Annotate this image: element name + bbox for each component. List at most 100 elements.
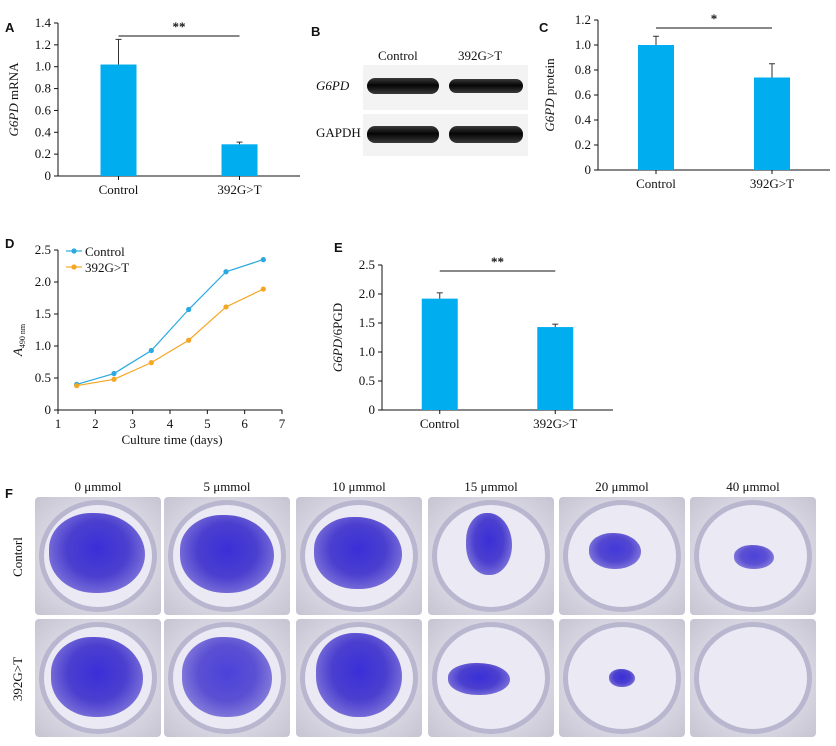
y-tick-label: 1.0 [35, 59, 51, 74]
crystal-violet-stain [51, 637, 143, 717]
x-tick-label: Control [99, 182, 139, 197]
culture-well [296, 497, 422, 615]
chart-e-ratio: 0 0.5 1.0 1.5 2.0 2.5 Control 392G>T ** G6PD/6PGD [330, 254, 613, 431]
x-axis-label: Culture time (days) [121, 432, 222, 447]
data-point [186, 306, 192, 313]
y-tick-label: 0.8 [35, 81, 51, 96]
concentration-label: 10 μmmol [332, 479, 386, 494]
panel-letter-e: E [334, 240, 343, 255]
bar-0 [638, 45, 674, 170]
y-tick-label: 0.8 [575, 62, 591, 77]
y-axis-label: A490 nm [10, 323, 27, 357]
y-axis-label: G6PD mRNA [6, 62, 21, 137]
legend-marker-1 [71, 264, 77, 270]
x-tick-label: 392G>T [217, 182, 261, 197]
y-tick-label: 0.4 [575, 112, 592, 127]
legend-label-0: Control [85, 244, 125, 259]
y-tick-label: 0 [585, 162, 592, 177]
band-gapdh-control [367, 126, 439, 143]
panel-letter-b: B [311, 24, 321, 39]
y-tick-label: 0 [369, 402, 376, 417]
well-rim [694, 622, 812, 734]
data-point [260, 286, 266, 292]
significance-marker: * [711, 11, 718, 26]
y-tick-label: 0.6 [35, 102, 52, 117]
bar-1 [537, 327, 574, 410]
y-tick-label: 0.2 [575, 137, 591, 152]
series-line-1 [76, 288, 264, 387]
panel-letter-d: D [5, 236, 15, 251]
y-axis-label: G6PD protein [542, 58, 557, 132]
band-gapdh-mutant [449, 126, 523, 143]
y-tick-label: 0 [45, 168, 52, 183]
crystal-violet-stain [448, 663, 510, 695]
concentration-label: 0 μmmol [74, 479, 122, 494]
legend-label-1: 392G>T [85, 260, 129, 275]
culture-well [35, 619, 161, 737]
y-tick-label: 0.5 [359, 373, 375, 388]
blot-row-g6pd: G6PD [316, 78, 350, 93]
x-tick-label: 392G>T [533, 416, 577, 431]
x-tick-label: Control [420, 416, 460, 431]
panel-letter-f: F [5, 486, 13, 501]
data-point [223, 269, 229, 275]
crystal-violet-stain [589, 533, 641, 569]
band-g6pd-control [367, 78, 439, 94]
bar-0 [100, 64, 137, 176]
culture-well [428, 497, 554, 615]
panel-letter-c: C [539, 20, 549, 35]
y-tick-label: 2.0 [35, 274, 51, 289]
chart-d-growth: 0 0.5 1.0 1.5 2.0 2.5 1 2 3 4 5 6 7 Culture time (day… [10, 242, 286, 447]
band-g6pd-mutant [449, 79, 523, 93]
culture-well [559, 619, 685, 737]
y-tick-label: 1.5 [359, 315, 375, 330]
crystal-violet-stain [182, 637, 272, 717]
y-tick-label: 0.6 [575, 87, 592, 102]
data-point [148, 347, 154, 354]
culture-well [164, 619, 290, 737]
crystal-violet-stain [316, 633, 402, 717]
plate-row-label: 392G>T [10, 656, 25, 702]
x-tick-label: 392G>T [750, 176, 794, 191]
bar-0 [421, 298, 458, 410]
blot-row-gapdh: GAPDH [316, 125, 361, 140]
y-tick-label: 2.5 [35, 242, 51, 257]
concentration-label: 20 μmmol [595, 479, 649, 494]
data-point [223, 304, 229, 310]
y-tick-label: 0 [45, 402, 52, 417]
crystal-violet-stain [609, 669, 635, 687]
culture-well [559, 497, 685, 615]
y-tick-label: 0.5 [35, 370, 51, 385]
culture-well [35, 497, 161, 615]
chart-c-protein: 0 0.2 0.4 0.6 0.8 1.0 1.2 Control 392G>T * G6PD pr… [542, 11, 830, 191]
y-tick-label: 1.2 [575, 12, 591, 27]
y-tick-label: 1.0 [359, 344, 375, 359]
x-tick-label: 7 [279, 416, 286, 431]
x-tick-label: 6 [241, 416, 248, 431]
x-tick-label: 2 [92, 416, 99, 431]
legend-marker-0 [71, 248, 77, 254]
culture-well [690, 619, 816, 737]
panel-letter-a: A [5, 20, 15, 35]
data-point [186, 337, 192, 343]
y-tick-label: 1.0 [35, 338, 51, 353]
x-tick-label: Control [636, 176, 676, 191]
data-point [111, 370, 117, 377]
crystal-violet-stain [180, 515, 274, 593]
culture-well [296, 619, 422, 737]
plate-grid: 0 μmmol 5 μmmol 10 μmmol 15 μmmol 20 μmmol 40… [0, 475, 836, 746]
data-point [111, 376, 117, 382]
culture-well [690, 497, 816, 615]
crystal-violet-stain [49, 513, 145, 593]
plate-row-label: Contorl [10, 537, 25, 577]
x-tick-label: 1 [55, 416, 62, 431]
bar-1 [754, 77, 790, 170]
culture-well [428, 619, 554, 737]
crystal-violet-stain [314, 517, 402, 589]
data-point [148, 360, 154, 366]
x-tick-label: 5 [204, 416, 211, 431]
y-tick-label: 2.0 [359, 286, 375, 301]
concentration-label: 15 μmmol [464, 479, 518, 494]
y-tick-label: 1.5 [35, 306, 51, 321]
y-tick-label: 0.2 [35, 146, 51, 161]
